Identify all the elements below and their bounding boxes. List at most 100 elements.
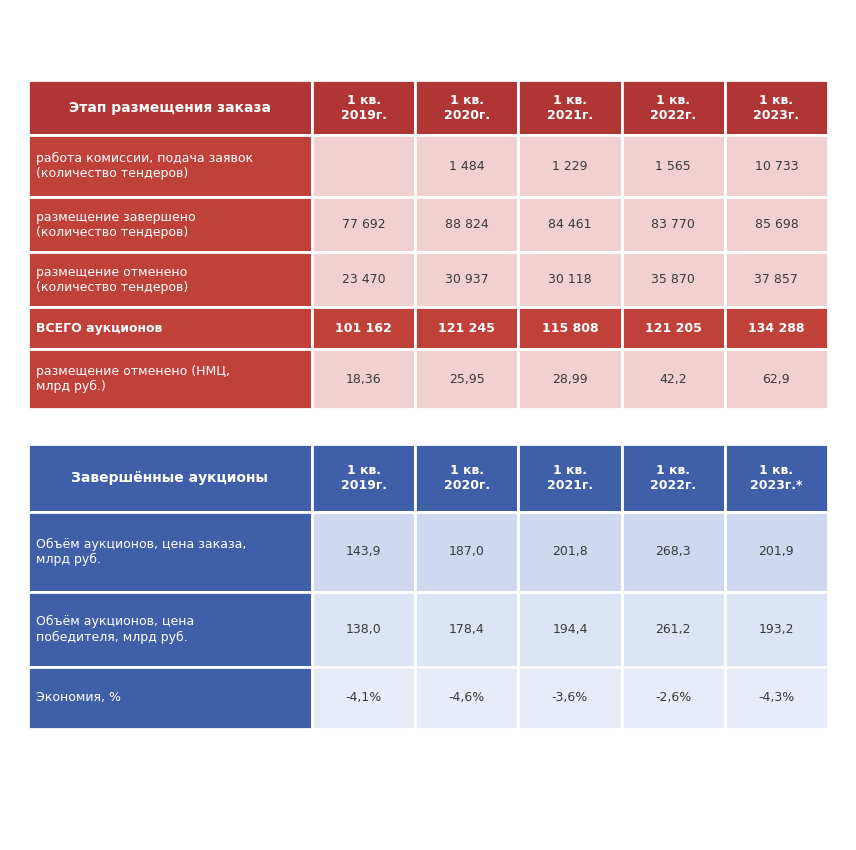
Text: Экономия, %: Экономия, %	[36, 692, 121, 705]
Text: 1 484: 1 484	[449, 160, 484, 173]
Bar	[312, 80, 415, 135]
Text: 194,4: 194,4	[552, 623, 588, 636]
Text: 261,2: 261,2	[656, 623, 691, 636]
Bar	[312, 197, 415, 252]
Text: 62,9: 62,9	[763, 372, 790, 386]
Bar	[28, 444, 312, 512]
Bar	[28, 592, 312, 667]
Bar	[621, 307, 725, 349]
Text: 77 692: 77 692	[342, 218, 385, 231]
Bar	[415, 252, 519, 307]
Bar	[621, 252, 725, 307]
Bar	[725, 349, 828, 409]
Bar	[725, 512, 828, 592]
Text: 138,0: 138,0	[346, 623, 382, 636]
Text: размещение завершено
(количество тендеров): размещение завершено (количество тендеро…	[36, 211, 196, 239]
Text: 88 824: 88 824	[445, 218, 489, 231]
Bar	[621, 592, 725, 667]
Bar	[519, 444, 621, 512]
Text: 18,36: 18,36	[346, 372, 382, 386]
Bar	[312, 444, 415, 512]
Text: 134 288: 134 288	[748, 321, 805, 335]
Bar	[621, 667, 725, 729]
Text: 28,99: 28,99	[552, 372, 588, 386]
Bar	[621, 80, 725, 135]
Bar	[312, 667, 415, 729]
Text: 23 470: 23 470	[342, 273, 385, 286]
Bar	[725, 135, 828, 197]
Text: 178,4: 178,4	[449, 623, 484, 636]
Bar	[28, 252, 312, 307]
Text: 84 461: 84 461	[548, 218, 591, 231]
Text: 143,9: 143,9	[346, 546, 382, 558]
Text: работа комиссии, подача заявок
(количество тендеров): работа комиссии, подача заявок (количест…	[36, 152, 253, 180]
Text: 121 205: 121 205	[645, 321, 702, 335]
Bar	[312, 252, 415, 307]
Text: ВСЕГО аукционов: ВСЕГО аукционов	[36, 321, 163, 335]
Bar	[312, 349, 415, 409]
Text: 1 229: 1 229	[552, 160, 588, 173]
Bar	[415, 307, 519, 349]
Text: -3,6%: -3,6%	[552, 692, 588, 705]
Bar	[28, 80, 312, 135]
Bar	[312, 592, 415, 667]
Text: 121 245: 121 245	[438, 321, 496, 335]
Text: 37 857: 37 857	[754, 273, 799, 286]
Text: 30 118: 30 118	[548, 273, 591, 286]
Bar	[312, 135, 415, 197]
Bar	[519, 307, 621, 349]
Bar	[621, 135, 725, 197]
Text: Завершённые аукционы: Завершённые аукционы	[72, 471, 269, 485]
Bar	[415, 592, 519, 667]
Text: 25,95: 25,95	[449, 372, 484, 386]
Text: 268,3: 268,3	[656, 546, 691, 558]
Text: 1 кв.
2022г.: 1 кв. 2022г.	[651, 94, 696, 122]
Bar	[621, 512, 725, 592]
Bar	[519, 349, 621, 409]
Bar	[621, 197, 725, 252]
Text: размещение отменено (НМЦ,
млрд руб.): размещение отменено (НМЦ, млрд руб.)	[36, 365, 230, 393]
Bar	[725, 252, 828, 307]
Bar	[28, 135, 312, 197]
Text: 10 733: 10 733	[755, 160, 798, 173]
Bar	[28, 667, 312, 729]
Bar	[415, 512, 519, 592]
Bar	[28, 512, 312, 592]
Bar	[725, 197, 828, 252]
Bar	[28, 349, 312, 409]
Text: 1 кв.
2021г.: 1 кв. 2021г.	[547, 94, 593, 122]
Bar	[28, 197, 312, 252]
Text: 85 698: 85 698	[754, 218, 799, 231]
Bar	[415, 80, 519, 135]
Text: 1 кв.
2023г.: 1 кв. 2023г.	[753, 94, 800, 122]
Text: 1 кв.
2019г.: 1 кв. 2019г.	[341, 94, 387, 122]
Text: -4,1%: -4,1%	[346, 692, 382, 705]
Text: 1 565: 1 565	[656, 160, 691, 173]
Bar	[519, 135, 621, 197]
Text: -2,6%: -2,6%	[655, 692, 692, 705]
Text: Объём аукционов, цена
победителя, млрд руб.: Объём аукционов, цена победителя, млрд р…	[36, 615, 194, 643]
Bar	[519, 197, 621, 252]
Bar	[519, 667, 621, 729]
Text: 1 кв.
2022г.: 1 кв. 2022г.	[651, 464, 696, 492]
Text: 1 кв.
2020г.: 1 кв. 2020г.	[443, 94, 490, 122]
Bar	[415, 197, 519, 252]
Text: 201,9: 201,9	[758, 546, 794, 558]
Text: размещение отменено
(количество тендеров): размещение отменено (количество тендеров…	[36, 265, 188, 293]
Bar	[519, 592, 621, 667]
Bar	[725, 592, 828, 667]
Text: 1 кв.
2021г.: 1 кв. 2021г.	[547, 464, 593, 492]
Bar	[312, 307, 415, 349]
Text: 115 808: 115 808	[542, 321, 598, 335]
Bar	[621, 349, 725, 409]
Bar	[415, 667, 519, 729]
Text: Объём аукционов, цена заказа,
млрд руб.: Объём аукционов, цена заказа, млрд руб.	[36, 538, 247, 566]
Text: 1 кв.
2023г.*: 1 кв. 2023г.*	[750, 464, 803, 492]
Bar	[725, 307, 828, 349]
Text: 30 937: 30 937	[445, 273, 489, 286]
Text: 101 162: 101 162	[336, 321, 392, 335]
Text: 201,8: 201,8	[552, 546, 588, 558]
Text: Этап размещения заказа: Этап размещения заказа	[69, 100, 271, 115]
Bar	[725, 667, 828, 729]
Text: 193,2: 193,2	[758, 623, 794, 636]
